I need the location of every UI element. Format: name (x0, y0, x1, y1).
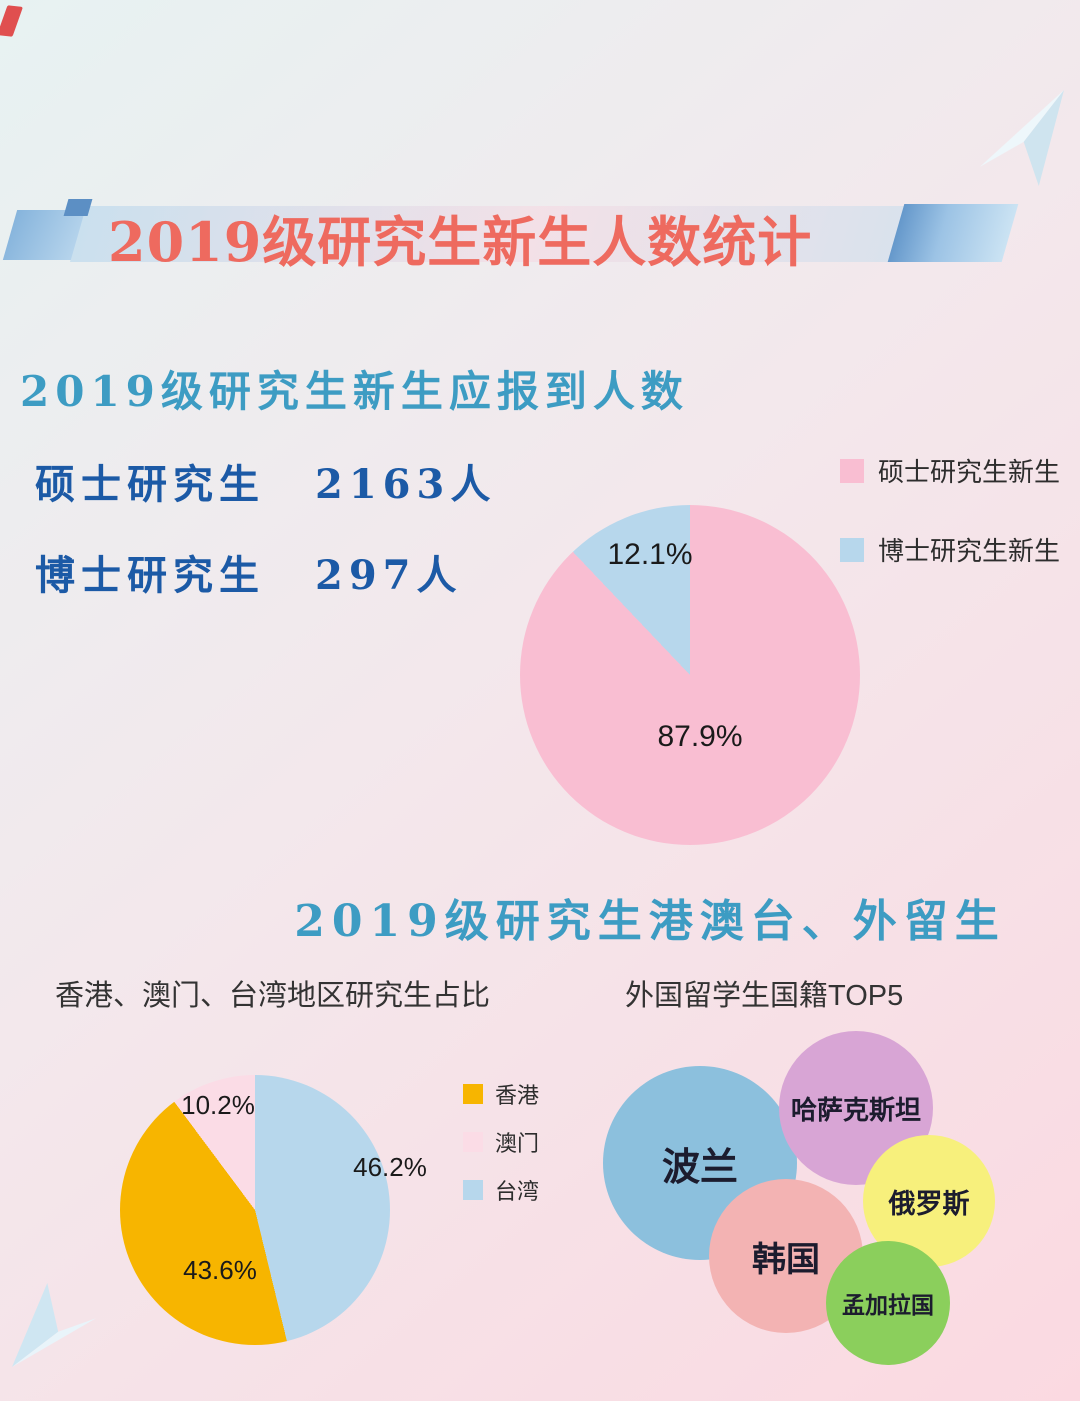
stat-masters: 硕士研究生 2163人 (35, 452, 496, 510)
pie-slice-label-taiwan: 46.2% (353, 1152, 427, 1182)
pie-slice-label-doctors: 12.1% (607, 538, 693, 571)
bubble-korea: 韩国 (709, 1179, 863, 1333)
legend-label-masters: 硕士研究生新生 (878, 457, 1061, 487)
legend-item-taiwan: 台湾 (463, 1174, 539, 1206)
legend-swatch-hongkong (463, 1084, 483, 1104)
legend-swatch-taiwan (463, 1180, 483, 1200)
legend-label-taiwan: 台湾 (495, 1179, 540, 1204)
stat-masters-value: 2163人 (315, 461, 497, 508)
hmt-pie-chart (120, 1075, 390, 1345)
legend-label-hongkong: 香港 (495, 1083, 540, 1108)
paper-plane-icon (12, 1283, 96, 1367)
banner-left-parallelogram (2, 210, 86, 260)
bubble-bangladesh: 孟加拉国 (826, 1241, 950, 1365)
foreign-chart-title: 外国留学生国籍TOP5 (625, 980, 904, 1012)
stat-doctors-value: 297人 (315, 552, 463, 599)
hmt-chart-title: 香港、澳门、台湾地区研究生占比 (55, 980, 491, 1012)
banner-right-parallelogram (887, 204, 1019, 262)
enrollment-pie-chart (520, 505, 860, 845)
pie-slice-label-hongkong: 43.6% (183, 1255, 257, 1285)
bubble-poland-label: 波兰 (661, 1143, 738, 1189)
legend-item-masters: 硕士研究生新生 (840, 452, 1060, 489)
bubble-russia-label: 俄罗斯 (888, 1188, 970, 1220)
legend-label-macau: 澳门 (495, 1131, 540, 1156)
bubble-bangladesh-label: 孟加拉国 (842, 1292, 934, 1319)
stat-masters-label: 硕士研究生 (35, 461, 265, 508)
section1-heading: 2019级研究生新生应报到人数 (20, 367, 689, 416)
enrollment-pie-legend: 硕士研究生新生 博士研究生新生 (840, 452, 1060, 610)
legend-swatch-macau (463, 1132, 483, 1152)
pie-slice-label-macau: 10.2% (181, 1090, 255, 1120)
paper-plane-icon (980, 90, 1064, 186)
pie-slice-label-masters: 87.9% (657, 720, 743, 753)
legend-swatch-masters (840, 458, 864, 483)
legend-item-macau: 澳门 (463, 1126, 539, 1158)
stat-doctors-label: 博士研究生 (35, 552, 265, 599)
section2-heading: 2019级研究生港澳台、外留生 (294, 896, 1006, 947)
banner-left-small-parallelogram (63, 199, 93, 216)
legend-swatch-doctors (840, 537, 864, 562)
legend-item-doctors: 博士研究生新生 (840, 531, 1060, 568)
title-banner: 2019级研究生新生人数统计 (2, 196, 1019, 274)
bubble-korea-label: 韩国 (752, 1239, 820, 1280)
page-title: 2019级研究生新生人数统计 (108, 210, 813, 274)
legend-item-hongkong: 香港 (463, 1078, 539, 1110)
stat-doctors: 博士研究生 297人 (35, 543, 463, 601)
paper-plane-wing (980, 90, 1064, 167)
legend-label-doctors: 博士研究生新生 (878, 536, 1061, 566)
corner-mark (0, 5, 24, 37)
bubble-kazakhstan-label: 哈萨克斯坦 (790, 1095, 921, 1126)
hmt-pie-legend: 香港 澳门 台湾 (463, 1078, 539, 1222)
